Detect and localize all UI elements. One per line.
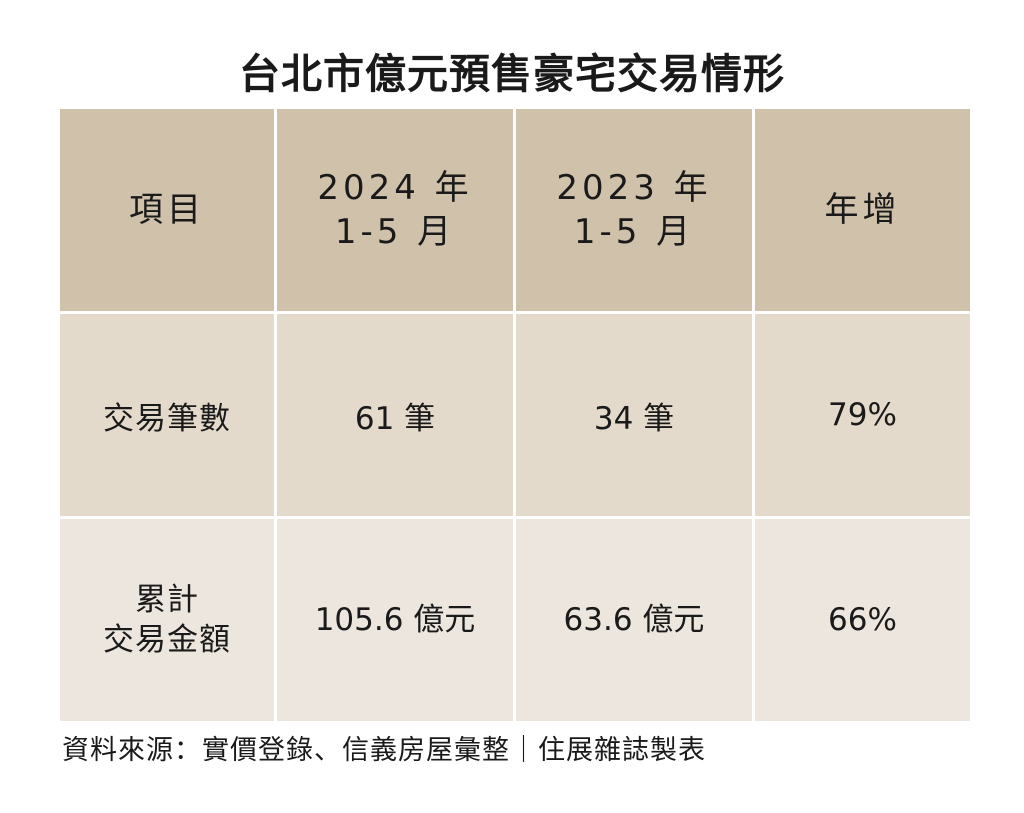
chart-title: 台北市億元預售豪宅交易情形: [239, 50, 785, 98]
source-note: 資料來源：實價登錄、信義房屋彙整｜住展雜誌製表: [62, 735, 706, 766]
header-2023: 2023 年 1-5 月: [516, 109, 752, 311]
row-transactions-2024: 61 筆: [277, 314, 513, 516]
row-transactions-yoy: 79%: [755, 314, 970, 516]
row-amount-2024: 105.6 億元: [277, 519, 513, 721]
data-table: 項目 2024 年 1-5 月 2023 年 1-5 月 年增 交易筆數 61 …: [60, 109, 970, 721]
row-amount-label: 累計 交易金額: [60, 519, 274, 721]
row-amount-yoy: 66%: [755, 519, 970, 721]
header-item: 項目: [60, 109, 274, 311]
row-transactions-label: 交易筆數: [60, 314, 274, 516]
header-2024: 2024 年 1-5 月: [277, 109, 513, 311]
header-yoy: 年增: [755, 109, 970, 311]
row-amount-2023: 63.6 億元: [516, 519, 752, 721]
row-transactions-2023: 34 筆: [516, 314, 752, 516]
